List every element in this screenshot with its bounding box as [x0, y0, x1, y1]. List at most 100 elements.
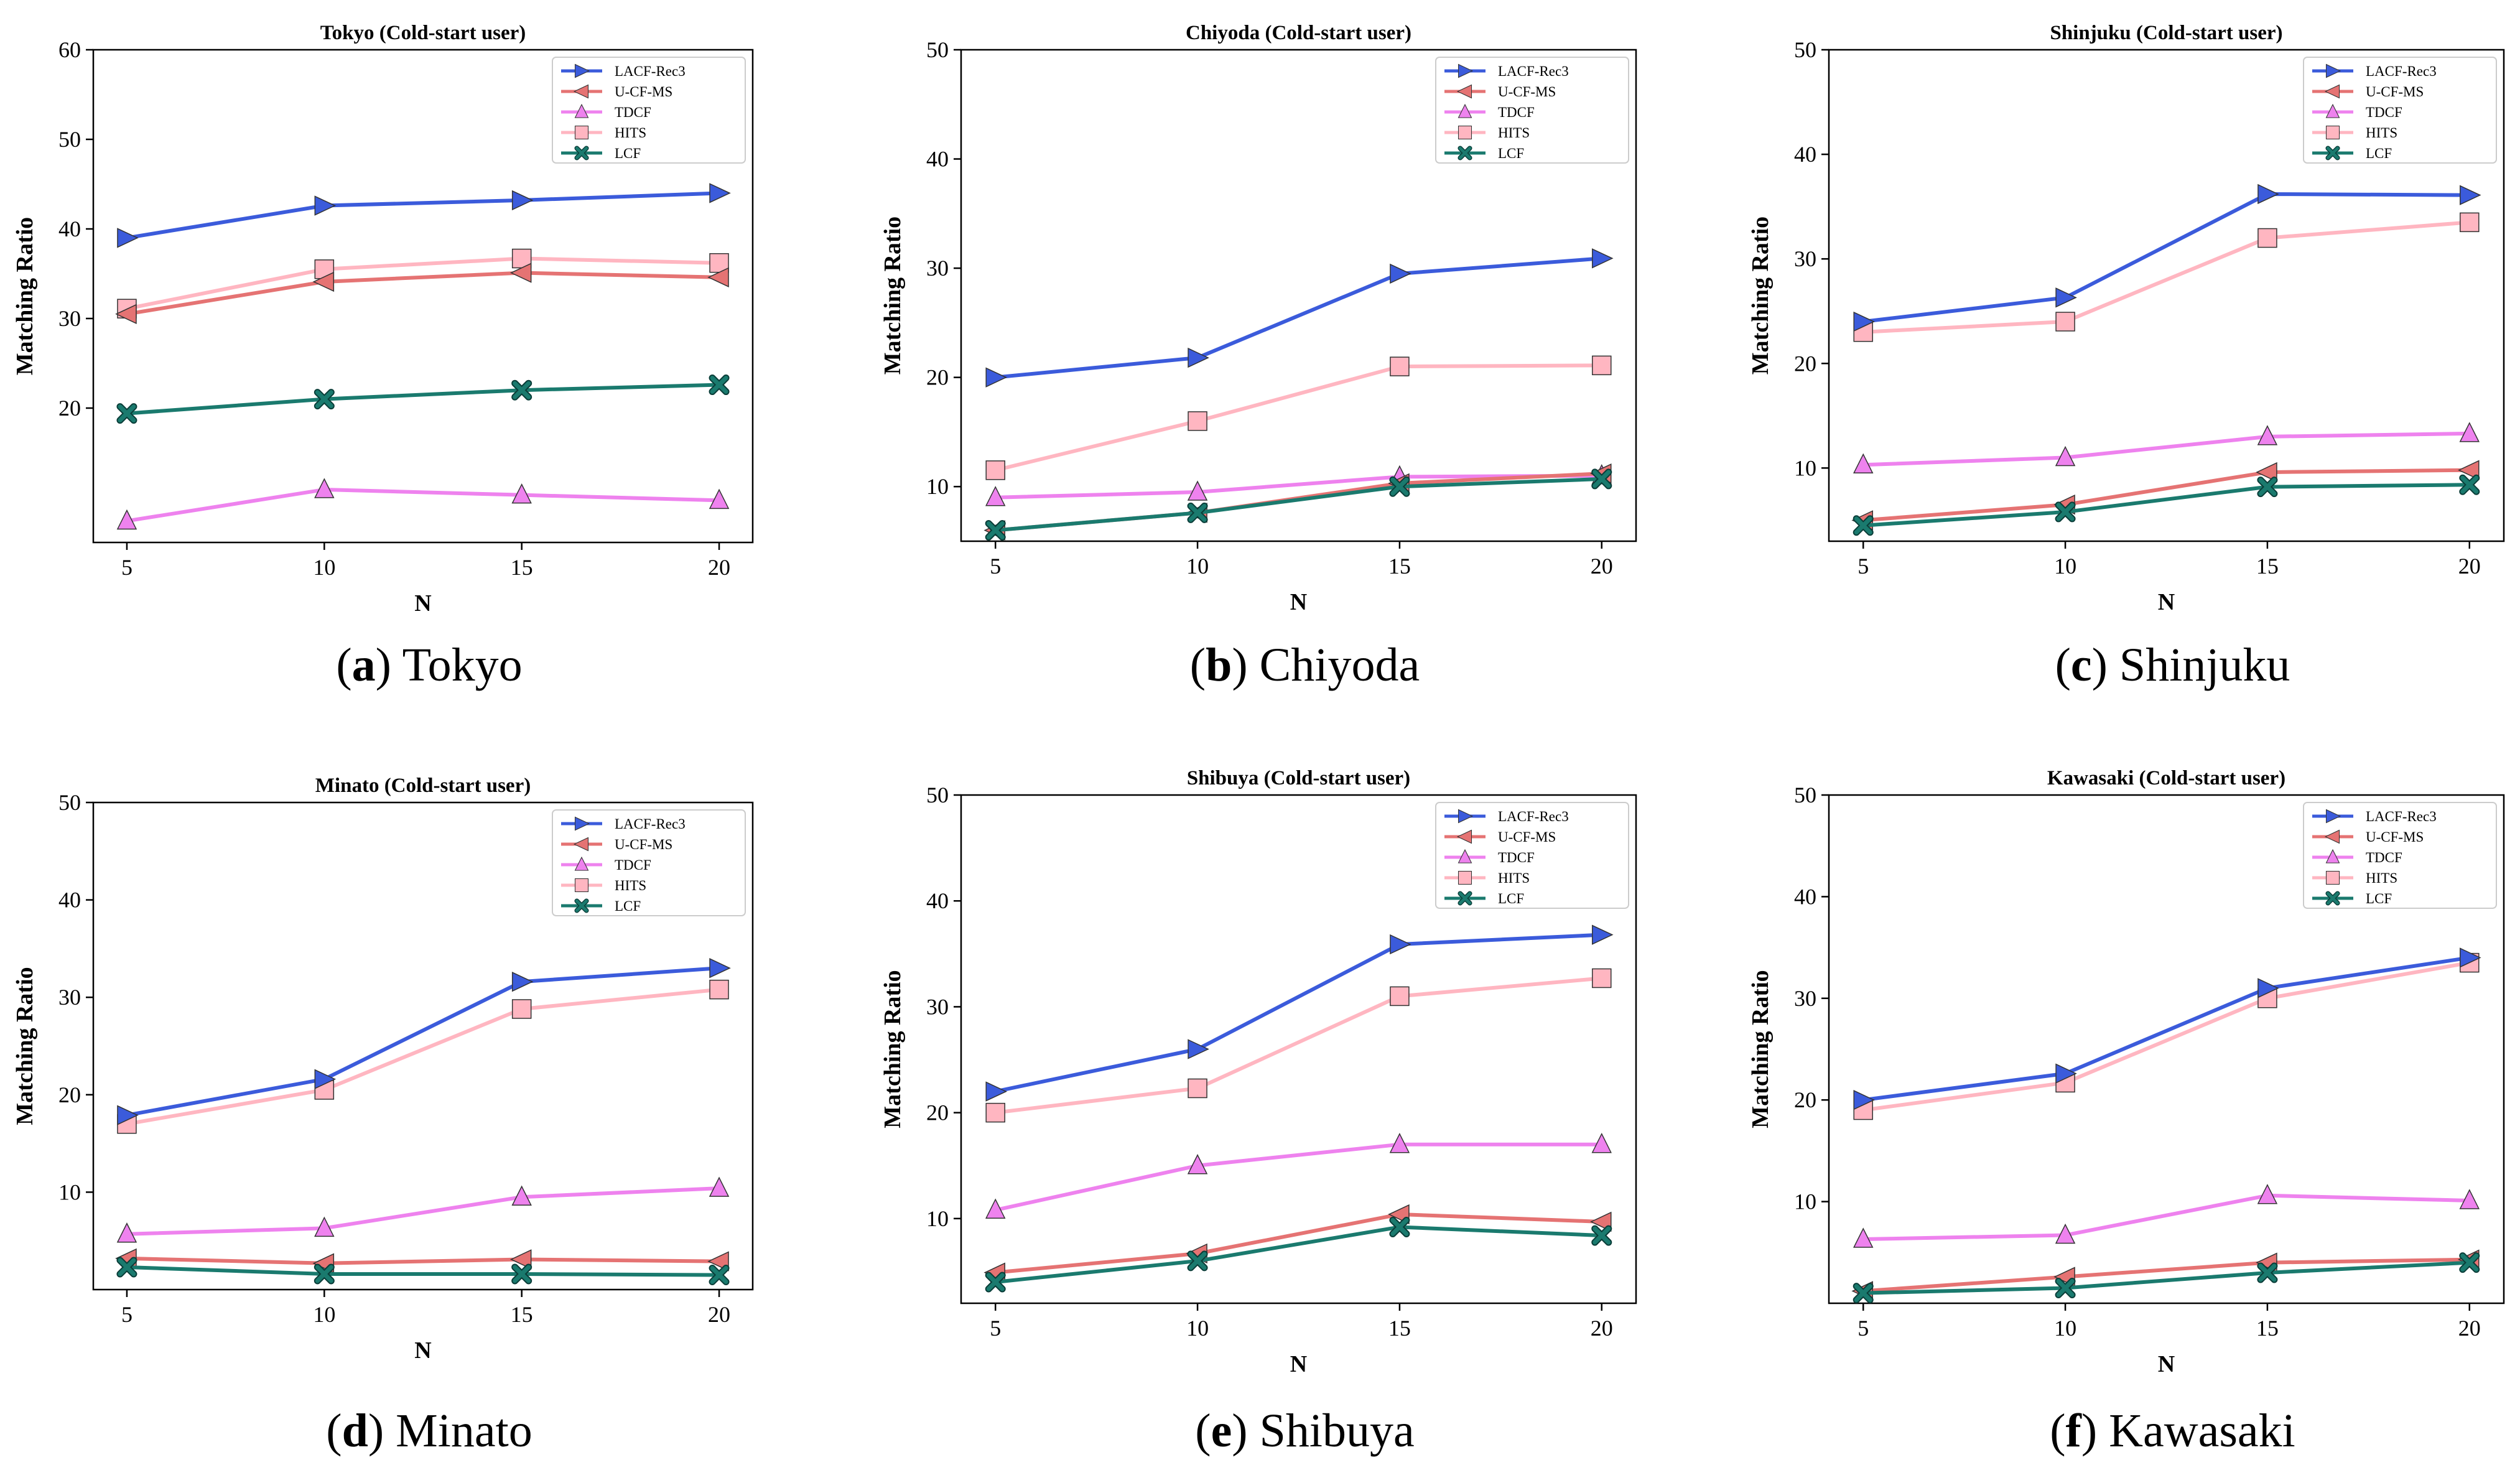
legend-entry: TDCF — [2312, 849, 2402, 865]
legend-entry: HITS — [2312, 870, 2397, 886]
x-tick-label: 10 — [313, 1302, 335, 1327]
series-line — [1862, 468, 2470, 523]
data-point — [709, 374, 730, 396]
legend-entry: U-CF-MS — [561, 84, 672, 100]
data-point — [314, 1263, 335, 1285]
data-point — [1853, 311, 1875, 332]
series-line — [1863, 483, 2470, 528]
series-line — [126, 1265, 720, 1277]
legend-label: HITS — [1498, 870, 1530, 886]
legend-label: TDCF — [615, 105, 651, 120]
data-point — [1188, 1039, 1209, 1059]
data-point — [2459, 474, 2480, 495]
data-point — [312, 271, 335, 292]
data-point — [709, 958, 731, 979]
data-point — [314, 389, 335, 410]
series-line — [126, 256, 720, 311]
legend-label: U-CF-MS — [2366, 829, 2424, 845]
data-point — [2055, 287, 2077, 308]
lcf-marker-stroke — [1390, 477, 1409, 496]
legend-marker — [2325, 125, 2340, 140]
chart-title: Tokyo (Cold-start user) — [320, 22, 526, 44]
series-hits — [985, 968, 1612, 1123]
data-point — [1187, 502, 1208, 523]
legend-entry: HITS — [561, 125, 646, 141]
data-point — [511, 483, 532, 504]
series-line — [995, 473, 1602, 500]
legend-label: LACF-Rec3 — [2366, 809, 2437, 824]
plot-frame — [960, 49, 1637, 542]
y-tick-label: 50 — [58, 127, 81, 152]
y-tick-label: 40 — [926, 147, 949, 172]
legend-marker — [2325, 809, 2341, 824]
legend-label: LACF-Rec3 — [1498, 63, 1569, 79]
data-point — [2055, 1063, 2077, 1084]
lcf-marker-stroke — [575, 899, 588, 913]
data-point — [1591, 1133, 1612, 1153]
y-tick-label: 50 — [1794, 37, 1816, 62]
legend-marker — [1458, 870, 1472, 885]
caption-paren-open: ( — [1195, 1405, 1211, 1457]
x-tick-label: 20 — [1591, 554, 1613, 579]
legend-marker — [2325, 146, 2340, 160]
data-point — [1591, 1225, 1612, 1246]
legend-entry: LACF-Rec3 — [1444, 809, 1569, 824]
caption-paren-open: ( — [1190, 639, 1206, 691]
x-tick-label: 15 — [2256, 554, 2279, 579]
data-point — [2257, 425, 2278, 445]
data-point — [2055, 501, 2076, 523]
legend-entry: TDCF — [2312, 103, 2402, 120]
series-line — [126, 1186, 720, 1236]
legend-label: TDCF — [2366, 105, 2402, 120]
legend: LACF-Rec3 U-CF-MS TDCF HITS LCF — [2303, 802, 2497, 909]
data-point — [707, 267, 729, 287]
series-line — [995, 363, 1602, 472]
x-tick-label: 20 — [2458, 1316, 2481, 1341]
legend-marker — [574, 146, 589, 160]
legend-entry: HITS — [1444, 870, 1530, 886]
x-tick-label: 5 — [1857, 1316, 1869, 1341]
data-point — [1187, 480, 1208, 501]
data-point — [1592, 968, 1612, 988]
data-point — [2459, 1189, 2480, 1209]
data-point — [116, 403, 137, 424]
lcf-marker-stroke — [315, 1265, 333, 1283]
data-point — [2257, 184, 2279, 205]
series-line — [126, 488, 720, 523]
legend-frame — [2303, 802, 2497, 909]
caption-text: Chiyoda — [1248, 639, 1420, 691]
legend-label: TDCF — [2366, 850, 2402, 865]
data-point — [2256, 462, 2277, 483]
data-point — [1390, 934, 1411, 955]
series-line — [995, 256, 1602, 379]
legend-label: HITS — [2366, 125, 2397, 141]
legend-marker — [574, 103, 589, 118]
x-tick-label: 20 — [708, 1302, 730, 1327]
legend-entry: U-CF-MS — [2312, 829, 2424, 845]
legend-frame — [552, 809, 746, 916]
caption-letter: f — [2066, 1405, 2083, 1457]
legend-marker — [1458, 103, 1472, 118]
data-point — [1389, 1216, 1410, 1237]
x-tick-label: 10 — [1186, 1316, 1209, 1341]
data-point — [2257, 978, 2279, 998]
lcf-marker-stroke — [2056, 503, 2075, 521]
series-line — [995, 932, 1602, 1094]
lcf-marker-stroke — [1458, 891, 1472, 905]
caption-text: Kawasaki — [2097, 1405, 2295, 1457]
chart-panel-5: Shibuya (Cold-start user) 10 20 30 40 50 5 10 15… — [880, 767, 1637, 1457]
legend-entry: LCF — [2312, 891, 2392, 906]
legend: LACF-Rec3 U-CF-MS TDCF HITS LCF — [552, 57, 746, 164]
lcf-marker-stroke — [2326, 146, 2340, 160]
plot-frame — [92, 801, 754, 1291]
legend-entry: TDCF — [561, 103, 651, 120]
legend-entry: LACF-Rec3 — [561, 63, 686, 79]
lcf-marker-stroke — [513, 381, 531, 399]
series-tdcf — [1853, 1184, 2480, 1248]
series-lacf-rec3 — [117, 183, 731, 248]
series-line — [126, 1256, 720, 1265]
data-point — [2257, 477, 2278, 498]
caption-paren-close: ) — [2092, 639, 2108, 691]
caption-letter: a — [352, 639, 376, 691]
y-tick-label: 10 — [926, 1206, 949, 1231]
